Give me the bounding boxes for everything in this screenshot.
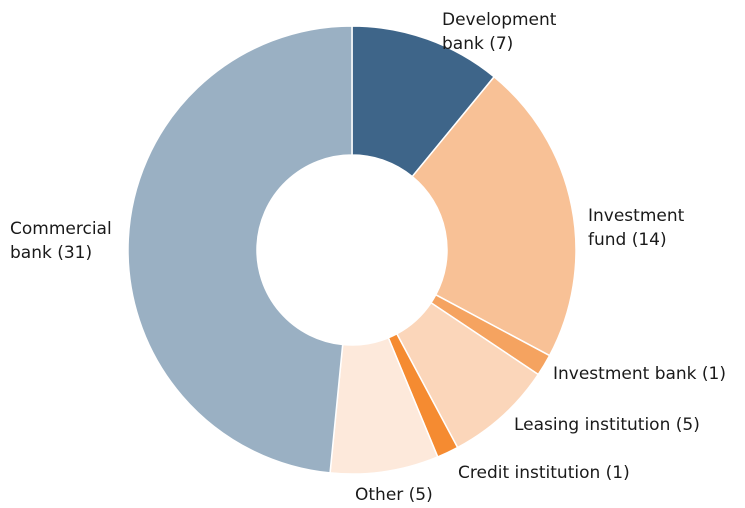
donut-slice xyxy=(127,25,353,474)
slice-label: Other (5) xyxy=(355,485,433,505)
slice-label: Leasing institution (5) xyxy=(514,415,700,435)
slice-label: Commercial bank (31) xyxy=(10,219,112,263)
slice-label: Credit institution (1) xyxy=(458,463,630,483)
donut-slice xyxy=(411,75,577,357)
slice-label: Investment bank (1) xyxy=(553,364,727,384)
slice-label: Investment fund (14) xyxy=(588,206,685,250)
slice-label: Development bank (7) xyxy=(442,10,557,54)
